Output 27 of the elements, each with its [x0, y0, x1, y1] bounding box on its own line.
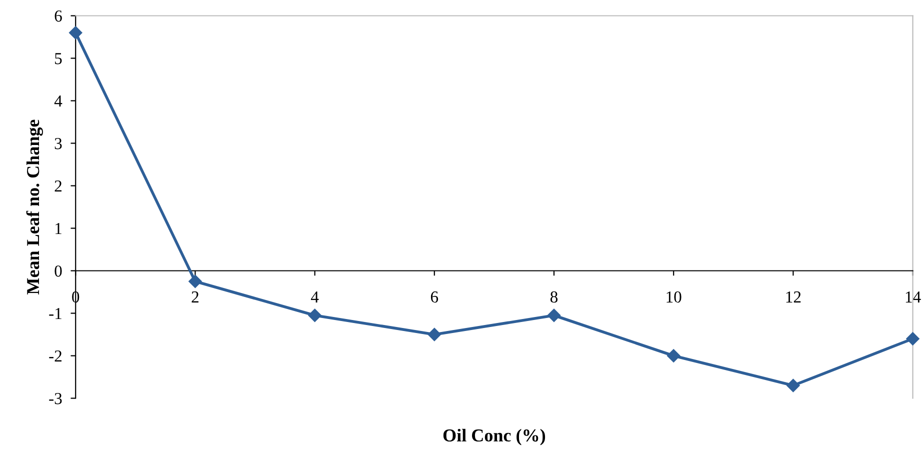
y-tick-label: 3	[54, 138, 62, 150]
point	[188, 274, 202, 288]
point	[667, 349, 680, 362]
point	[786, 378, 800, 392]
y-tick-label: 1	[56, 223, 62, 234]
x-tick-label: 8	[550, 291, 558, 303]
y-tick-label: -1	[49, 308, 62, 320]
point	[308, 308, 322, 322]
y-tick-label: -2	[49, 350, 62, 362]
y-tick-label: -3	[49, 392, 62, 404]
point	[547, 308, 561, 322]
y-tick-label: 2	[54, 180, 62, 192]
point	[428, 328, 441, 342]
point	[906, 332, 920, 346]
x-tick-label: 10	[666, 291, 682, 303]
x-axis-title: Oil Conc (%)	[443, 428, 546, 446]
x-tick-label: 6	[430, 291, 438, 303]
x-tick-label: 12	[786, 291, 801, 302]
y-tick-label: 4	[54, 96, 62, 107]
y-tick-label: 0	[54, 265, 62, 277]
y-tick-label: 5	[55, 53, 62, 64]
x-tick-label: 2	[192, 291, 198, 302]
y-axis-title: Mean Leaf no. Change	[26, 120, 43, 294]
x-tick-label: 14	[906, 291, 921, 302]
y-tick-label: 6	[54, 10, 62, 22]
x-tick-label: 4	[310, 291, 319, 302]
point	[69, 26, 82, 40]
